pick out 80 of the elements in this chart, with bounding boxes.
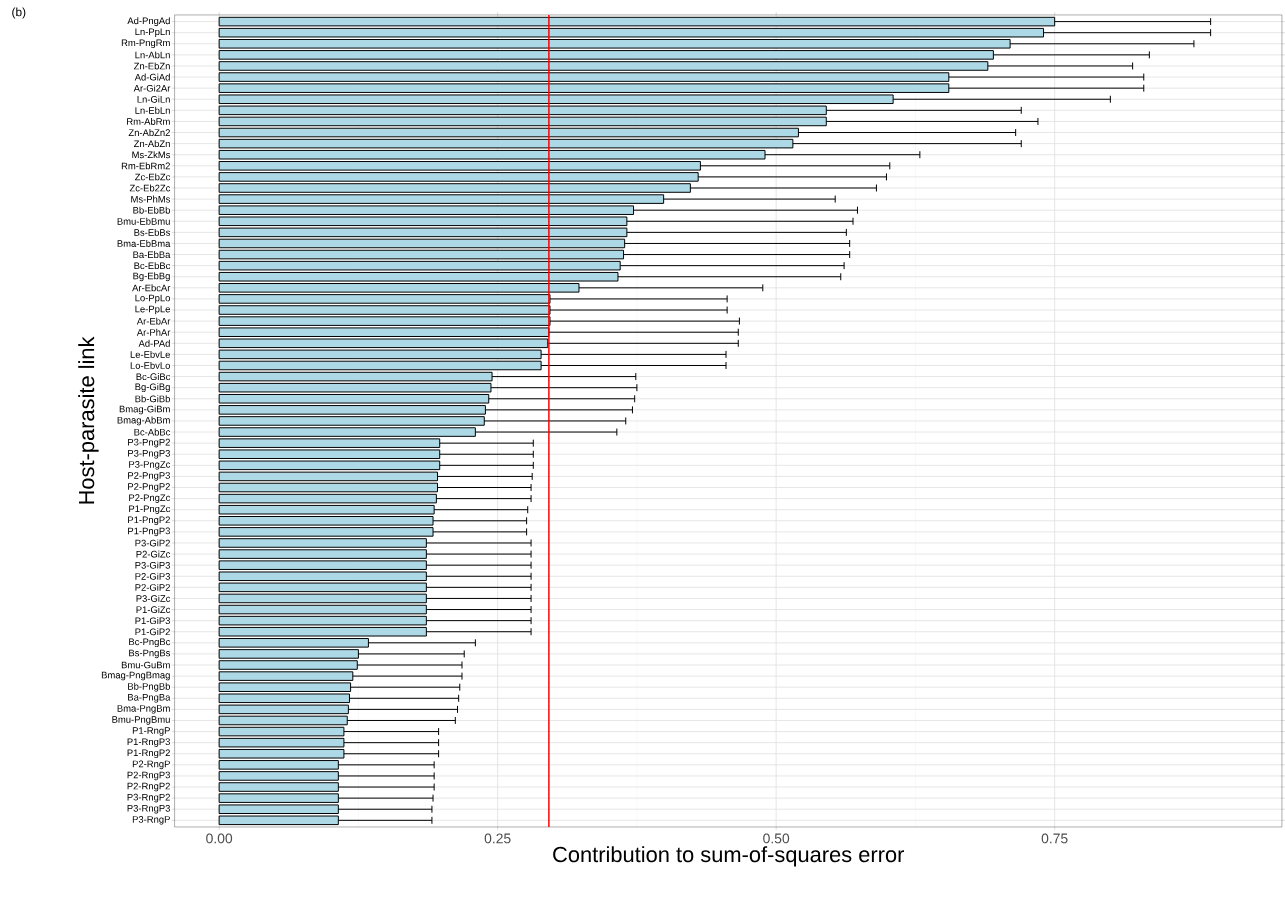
x-tick-label: 0.50 <box>763 833 790 844</box>
y-tick-label: Bmag-PngBmag <box>101 671 170 681</box>
y-tick-label: Ms-ZkMs <box>132 151 171 159</box>
y-tick-label: P3-GiP2 <box>135 539 170 547</box>
y-tick-label: P1-PngP3 <box>128 527 170 537</box>
y-tick-label: Bs-PngBs <box>129 649 171 659</box>
y-tick-label: Ln-PpLn <box>135 28 170 38</box>
y-tick-label: P1-GiP2 <box>135 628 170 636</box>
x-axis-title: Contribution to sum-of-squares error <box>553 846 905 867</box>
y-tick-label: Bc-PngBc <box>129 638 171 648</box>
y-tick-label: Ad-PngAd <box>127 17 170 27</box>
y-tick-label: Bmag-GiBm <box>119 405 170 415</box>
y-tick-label: Bmu-EbBmu <box>117 217 170 225</box>
y-tick-label: Zn-AbZn <box>133 140 170 148</box>
y-tick-label: P1-PngZc <box>129 505 171 515</box>
y-tick-label: Bg-GiBg <box>135 383 170 393</box>
y-tick-label: P3-RngP3 <box>127 805 170 814</box>
y-tick-label: Ad-PAd <box>138 339 170 347</box>
y-tick-label: P3-RngP <box>132 816 170 825</box>
y-tick-label: Zc-Eb2Zc <box>129 184 171 192</box>
x-tick-label: 0.00 <box>206 833 233 844</box>
y-tick-label: Bc-GiBc <box>136 373 171 381</box>
y-tick-label: Lo-PpLo <box>135 294 170 304</box>
y-tick-label: Zc-EbZc <box>135 173 171 181</box>
y-tick-label: Rm-PngRm <box>121 39 170 49</box>
y-tick-label: P2-RngP <box>132 760 170 770</box>
y-tick-label: Bc-AbBc <box>134 428 171 436</box>
y-tick-label: Bg-EbBg <box>133 272 170 282</box>
y-tick-label: Bb-GiBb <box>135 395 170 403</box>
y-tick-label: Ba-PngBa <box>128 694 171 703</box>
y-tick-label: Ar-EbcAr <box>132 284 171 292</box>
y-tick-label: Rm-AbRm <box>127 118 170 126</box>
y-tick-label: Bma-EbBma <box>117 240 171 248</box>
y-tick-label: P1-GiP3 <box>135 617 170 625</box>
y-tick-label: Le-EbvLe <box>130 351 170 358</box>
y-tick-label: P2-PngZc <box>129 494 171 503</box>
x-tick-label: 0.25 <box>484 833 511 844</box>
y-axis-title: Host-parasite link <box>78 336 99 504</box>
y-tick-label: Ln-GiLn <box>137 95 170 103</box>
y-tick-label: Le-PpLe <box>135 305 170 315</box>
y-tick-label: P2-PngP3 <box>128 472 170 481</box>
y-tick-label: P3-PngZc <box>129 461 171 470</box>
text: (b) <box>12 7 26 19</box>
y-tick-label: Ba-EbBa <box>133 251 171 259</box>
y-tick-label: P3-GiP3 <box>135 561 170 569</box>
y-tick-label: Bb-EbBb <box>133 206 170 214</box>
y-tick-label: Zn-EbZn <box>133 62 170 70</box>
y-tick-label: P2-RngP3 <box>127 771 170 781</box>
y-tick-label: Bb-PngBb <box>128 682 170 692</box>
y-tick-label: Rm-EbRm2 <box>121 162 170 170</box>
y-tick-label: P1-PngP2 <box>128 516 170 526</box>
y-tick-label: P2-RngP2 <box>127 782 170 792</box>
y-tick-label: Ar-EbAr <box>136 317 171 325</box>
y-tick-label: P1-GiZc <box>136 606 171 614</box>
y-tick-label: Ln-AbLn <box>135 51 170 59</box>
y-tick-label: P1-RngP2 <box>127 749 170 759</box>
y-tick-label: P3-PngP2 <box>128 438 170 448</box>
y-tick-label: P3-PngP3 <box>128 450 170 459</box>
y-tick-label: P2-GiP3 <box>135 572 170 580</box>
y-tick-label: Lo-EbvLo <box>130 362 170 370</box>
y-tick-label: Ar-PhAr <box>136 328 171 336</box>
y-tick-label: Ln-EbLn <box>135 106 170 114</box>
y-tick-label: P3-RngP2 <box>127 793 170 803</box>
y-tick-label: Ms-PhMs <box>131 195 171 203</box>
y-tick-label: P2-GiZc <box>136 550 171 558</box>
y-tick-label: Ad-GiAd <box>134 73 170 81</box>
y-tick-label: Bc-EbBc <box>134 262 171 270</box>
y-tick-label: Bmu-GuBm <box>121 661 170 669</box>
y-tick-label: Bs-EbBs <box>134 229 171 236</box>
y-tick-label: Bmag-AbBm <box>117 416 170 426</box>
y-tick-label: Bmu-PngBmu <box>112 716 170 725</box>
y-tick-label: Ar-Gi2Ar <box>133 84 171 92</box>
y-tick-label: P3-GiZc <box>136 595 171 603</box>
y-tick-label: Bma-PngBm <box>117 705 170 714</box>
y-tick-label: P1-RngP <box>132 727 170 736</box>
y-tick-label: Zn-AbZn2 <box>128 129 170 137</box>
x-tick-label: 0.75 <box>1041 833 1068 844</box>
y-tick-label: P2-GiP2 <box>135 584 170 591</box>
y-tick-label: P1-RngP3 <box>127 738 170 748</box>
y-tick-label: P2-PngP2 <box>128 483 170 492</box>
